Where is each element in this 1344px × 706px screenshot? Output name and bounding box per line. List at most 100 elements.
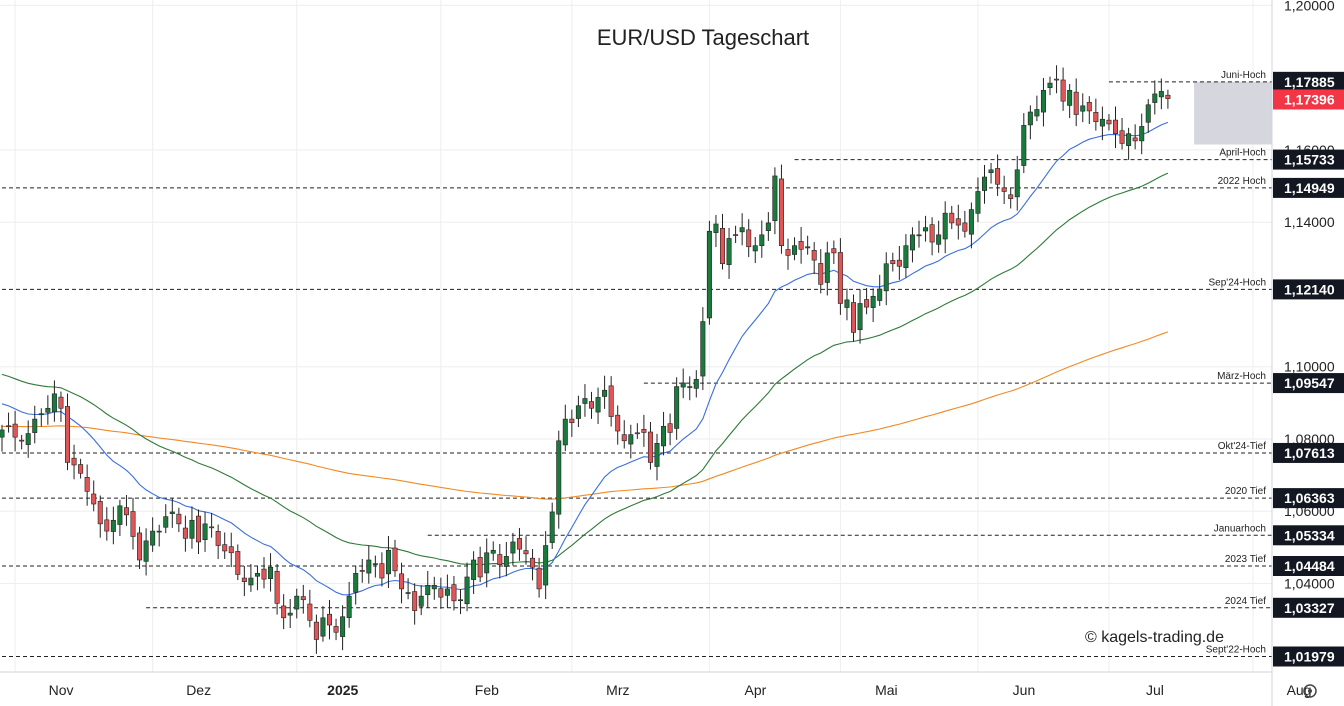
candle-body bbox=[1119, 130, 1125, 144]
candle-body bbox=[497, 554, 503, 565]
candle-body bbox=[798, 241, 804, 250]
candle bbox=[438, 577, 444, 609]
candle bbox=[988, 162, 994, 184]
candle-body bbox=[687, 386, 693, 388]
candle bbox=[772, 167, 778, 235]
candle-body bbox=[661, 426, 667, 447]
candle-body bbox=[942, 212, 948, 240]
candle-body bbox=[1027, 111, 1033, 126]
level-line-group: Okt'24-Tief bbox=[2, 441, 1272, 454]
level-badge-label: 1,05334 bbox=[1284, 527, 1335, 543]
candle-body bbox=[1040, 90, 1046, 113]
candle bbox=[78, 458, 84, 479]
candle-body bbox=[1054, 78, 1060, 81]
level-price-badge: 1,06363 bbox=[1273, 488, 1344, 509]
candle bbox=[163, 504, 169, 534]
range-zone bbox=[1194, 81, 1272, 145]
candle-body bbox=[995, 168, 1001, 185]
candle-body bbox=[97, 501, 103, 525]
level-name: April-Hoch bbox=[1219, 148, 1266, 159]
candle bbox=[379, 552, 385, 587]
candle bbox=[870, 288, 876, 322]
candle-body bbox=[1014, 169, 1020, 198]
candle-body bbox=[543, 545, 549, 586]
candle bbox=[300, 584, 306, 614]
candle bbox=[169, 498, 175, 528]
candle bbox=[759, 220, 765, 258]
candle bbox=[647, 422, 653, 470]
candle-body bbox=[248, 577, 254, 586]
level-badge-label: 1,04484 bbox=[1284, 558, 1335, 574]
candle-body bbox=[680, 382, 686, 388]
candle bbox=[490, 541, 496, 561]
candle-body bbox=[412, 591, 418, 611]
candle bbox=[477, 546, 483, 583]
candle bbox=[182, 515, 188, 552]
candle bbox=[654, 433, 660, 481]
level-name: Januarhoch bbox=[1214, 523, 1266, 534]
level-badge-label: 1,15733 bbox=[1284, 152, 1335, 168]
candle-body bbox=[392, 547, 398, 572]
level-line-group: Januarhoch bbox=[427, 523, 1272, 536]
candle bbox=[307, 589, 313, 628]
candle bbox=[582, 384, 588, 417]
candle-body bbox=[484, 552, 490, 574]
candle bbox=[792, 237, 798, 261]
candle bbox=[340, 605, 346, 651]
candle bbox=[1119, 117, 1125, 150]
candle-body bbox=[752, 245, 758, 252]
time-tick-label: Apr bbox=[745, 682, 767, 698]
candle-body bbox=[896, 259, 902, 267]
consolidation-zone bbox=[1194, 81, 1272, 145]
candle-body bbox=[929, 224, 935, 243]
candle bbox=[595, 387, 601, 424]
candle bbox=[444, 574, 450, 608]
level-line-group: 2023 Tief bbox=[2, 554, 1272, 567]
candle bbox=[222, 532, 228, 559]
candle bbox=[385, 535, 391, 589]
candle-body bbox=[575, 405, 581, 419]
candle-body bbox=[490, 549, 496, 554]
level-price-badge: 1,05334 bbox=[1273, 525, 1344, 546]
candle bbox=[543, 531, 549, 600]
candle-body bbox=[988, 169, 994, 174]
level-line-group: 2022 Hoch bbox=[2, 176, 1272, 189]
current-price-bg bbox=[1273, 89, 1344, 110]
candle bbox=[405, 578, 411, 600]
candle-body bbox=[1139, 126, 1145, 142]
candle-body bbox=[366, 559, 372, 574]
settings-gear-icon[interactable] bbox=[1303, 684, 1317, 698]
candle-body bbox=[890, 260, 896, 265]
candle-body bbox=[674, 386, 680, 429]
candle bbox=[137, 526, 143, 569]
level-badge-bg bbox=[1273, 373, 1344, 394]
candle bbox=[254, 566, 260, 591]
candle-body bbox=[444, 588, 450, 596]
candle bbox=[1139, 113, 1145, 155]
time-tick-label: 2025 bbox=[327, 682, 358, 698]
level-line-group: Juni-Hoch bbox=[1108, 70, 1272, 83]
level-badge-bg bbox=[1273, 488, 1344, 509]
candle bbox=[1047, 76, 1053, 96]
current-price-badge: 1,17396 bbox=[1273, 89, 1344, 110]
level-badge-label: 1,06363 bbox=[1284, 490, 1335, 506]
candle bbox=[818, 249, 824, 294]
candle-body bbox=[759, 234, 765, 246]
candle-body bbox=[163, 516, 169, 528]
candle-body bbox=[405, 592, 411, 594]
candle-body bbox=[602, 389, 608, 397]
candle-body bbox=[641, 428, 647, 433]
candle-body bbox=[19, 439, 25, 442]
candle-body bbox=[307, 603, 313, 621]
candle-body bbox=[785, 249, 791, 256]
candle bbox=[661, 411, 667, 456]
candle bbox=[700, 307, 706, 391]
time-axis[interactable]: Nov Dez 2025 Feb Mrz Apr Mai Jun Jul Aug bbox=[49, 682, 1312, 698]
candle-body bbox=[1060, 79, 1066, 102]
candle-body bbox=[464, 576, 470, 605]
price-tick-label: 1,10000 bbox=[1284, 359, 1335, 375]
level-line-group: März-Hoch bbox=[643, 371, 1272, 384]
candle bbox=[510, 532, 516, 566]
